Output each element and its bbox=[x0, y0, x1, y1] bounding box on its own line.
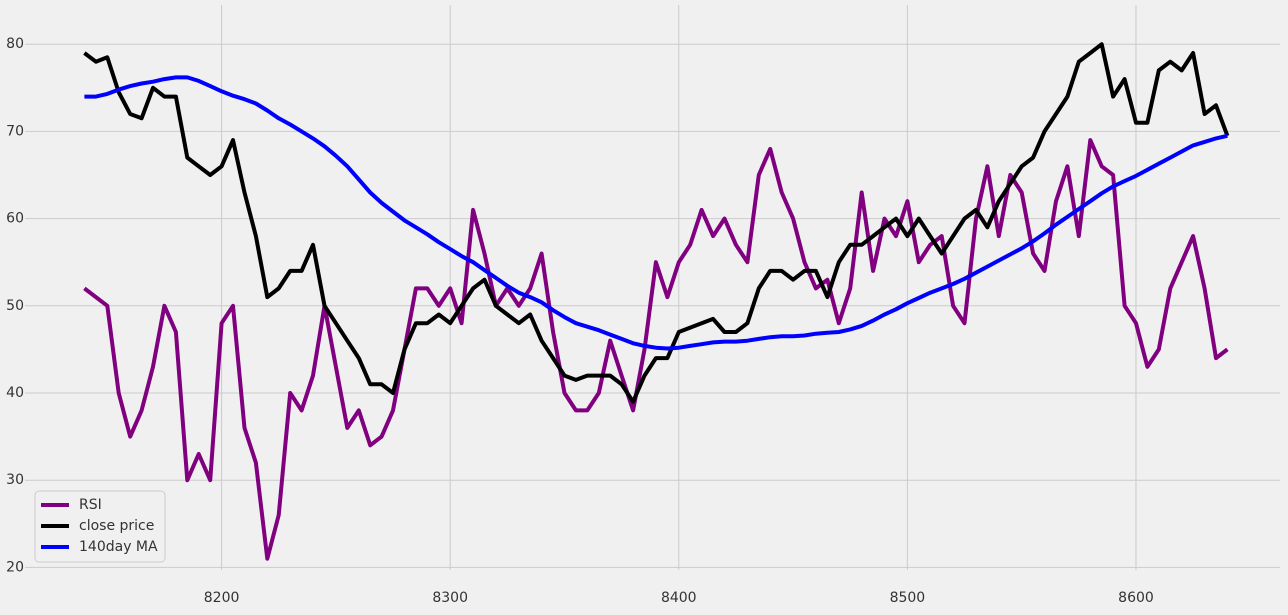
y-tick-label: 60 bbox=[6, 211, 24, 227]
y-tick-label: 20 bbox=[6, 559, 24, 575]
legend-label: 140day MA bbox=[79, 539, 158, 555]
y-tick-label: 80 bbox=[6, 36, 24, 52]
legend-label: RSI bbox=[79, 497, 102, 513]
x-tick-label: 8600 bbox=[1118, 590, 1154, 606]
y-tick-label: 70 bbox=[6, 123, 24, 139]
x-tick-label: 8200 bbox=[204, 590, 240, 606]
y-tick-label: 30 bbox=[6, 472, 24, 488]
x-tick-label: 8500 bbox=[890, 590, 926, 606]
x-tick-label: 8400 bbox=[661, 590, 697, 606]
y-tick-label: 40 bbox=[6, 385, 24, 401]
legend: RSI close price 140day MA bbox=[34, 490, 166, 563]
series-line bbox=[83, 138, 1229, 561]
y-tick-label: 50 bbox=[6, 298, 24, 314]
series-line bbox=[83, 42, 1230, 404]
series-line bbox=[84, 75, 1228, 351]
legend-label: close price bbox=[79, 518, 154, 534]
x-tick-label: 8300 bbox=[432, 590, 468, 606]
legend-box bbox=[34, 490, 166, 563]
